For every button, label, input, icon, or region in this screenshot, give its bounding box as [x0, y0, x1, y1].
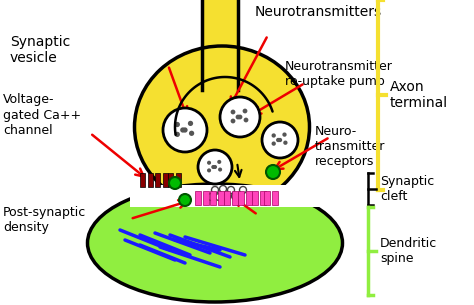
Circle shape — [207, 161, 211, 165]
Circle shape — [283, 141, 288, 145]
Circle shape — [236, 193, 243, 200]
Circle shape — [272, 142, 276, 146]
Circle shape — [243, 109, 247, 113]
Circle shape — [230, 109, 236, 114]
Circle shape — [188, 121, 193, 126]
Bar — [140, 173, 145, 187]
Text: Neurotransmitter
re-uptake pump: Neurotransmitter re-uptake pump — [285, 60, 393, 88]
Circle shape — [262, 122, 298, 158]
Circle shape — [219, 185, 227, 192]
Circle shape — [163, 108, 207, 152]
Circle shape — [224, 193, 230, 200]
Circle shape — [174, 122, 180, 127]
Circle shape — [228, 186, 235, 193]
Bar — [224, 191, 230, 205]
Circle shape — [189, 131, 194, 136]
Bar — [195, 191, 201, 205]
Text: Post-synaptic
density: Post-synaptic density — [3, 206, 86, 234]
Bar — [130, 185, 335, 207]
Circle shape — [211, 165, 215, 169]
Circle shape — [278, 138, 282, 142]
Bar — [272, 191, 278, 205]
Circle shape — [230, 119, 236, 124]
Circle shape — [213, 165, 217, 169]
Bar — [155, 173, 160, 187]
Circle shape — [174, 132, 180, 137]
Bar — [163, 173, 168, 187]
Circle shape — [180, 127, 185, 133]
Circle shape — [276, 138, 280, 142]
Ellipse shape — [88, 184, 343, 302]
Circle shape — [239, 186, 246, 193]
Circle shape — [237, 115, 242, 119]
Circle shape — [218, 167, 222, 172]
Text: Voltage-
gated Ca++
channel: Voltage- gated Ca++ channel — [3, 94, 81, 137]
Text: Synaptic
cleft: Synaptic cleft — [380, 175, 434, 203]
Bar — [203, 80, 237, 90]
Circle shape — [272, 133, 276, 138]
Circle shape — [283, 132, 287, 137]
Bar — [264, 191, 270, 205]
Circle shape — [208, 193, 215, 200]
Circle shape — [236, 115, 240, 119]
Circle shape — [207, 168, 211, 172]
Circle shape — [182, 127, 188, 133]
Circle shape — [266, 165, 280, 179]
Text: Dendritic
spine: Dendritic spine — [380, 237, 437, 265]
Text: Neuro-
transmitter
receptors: Neuro- transmitter receptors — [315, 125, 385, 168]
Circle shape — [211, 186, 219, 193]
Text: Synaptic
vesicle: Synaptic vesicle — [10, 35, 70, 65]
Bar — [202, 0, 238, 90]
Bar — [238, 191, 244, 205]
Circle shape — [217, 160, 221, 164]
Circle shape — [169, 177, 181, 189]
Bar — [218, 191, 224, 205]
Circle shape — [179, 194, 191, 206]
Bar — [246, 191, 252, 205]
Bar — [260, 191, 266, 205]
Bar — [203, 191, 209, 205]
Circle shape — [244, 118, 248, 122]
Ellipse shape — [135, 46, 310, 208]
Bar — [148, 173, 153, 187]
Circle shape — [216, 193, 222, 200]
Bar — [252, 191, 258, 205]
Text: Neurotransmitters: Neurotransmitters — [255, 5, 382, 19]
Text: Axon
terminal: Axon terminal — [390, 80, 448, 110]
Bar — [210, 191, 216, 205]
Bar — [168, 173, 173, 187]
Bar — [176, 173, 181, 187]
Circle shape — [231, 192, 238, 199]
Circle shape — [220, 97, 260, 137]
Bar — [232, 191, 238, 205]
Circle shape — [198, 150, 232, 184]
